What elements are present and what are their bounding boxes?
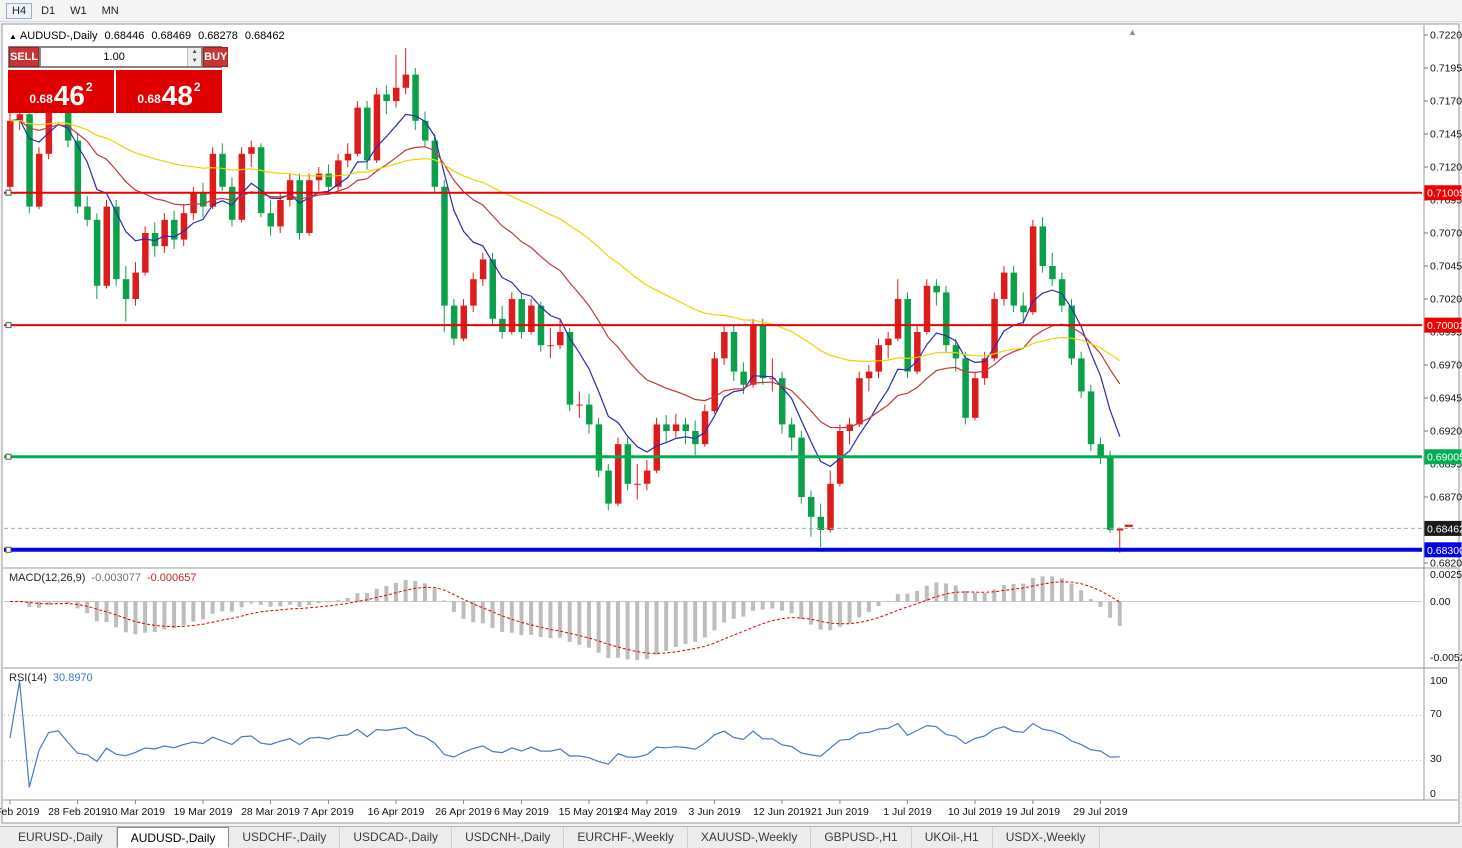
level-lines[interactable] [4, 189, 1422, 553]
volume-down-icon[interactable]: ▼ [188, 57, 202, 66]
svg-text:0: 0 [1430, 788, 1436, 800]
svg-text:0.00: 0.00 [1430, 596, 1451, 608]
chart-tab[interactable]: XAUUSD-,Weekly [688, 827, 812, 848]
sell-price-big: 46 [53, 80, 85, 111]
volume-stepper: ▲ ▼ [187, 48, 202, 66]
ohlc-close: 0.68462 [244, 30, 285, 42]
buy-price-box[interactable]: 0.68 48 2 [116, 70, 222, 113]
chart-tab[interactable]: EURCHF-,Weekly [564, 827, 688, 848]
chart-tab[interactable]: AUDUSD-,Daily [116, 827, 230, 848]
volume-input[interactable] [41, 48, 188, 66]
chart-tab[interactable]: EURUSD-,Daily [5, 827, 117, 848]
svg-text:1 Jul 2019: 1 Jul 2019 [883, 806, 932, 818]
buy-price-big: 48 [161, 80, 193, 111]
chart-tab-bar: EURUSD-,Daily AUDUSD-,Daily USDCHF-,Daily U… [0, 826, 1462, 848]
ohlc-high: 0.68469 [151, 30, 192, 42]
chart-frame [1, 23, 1460, 824]
macd-signal-value: -0.000657 [146, 572, 197, 584]
svg-text:0.70002: 0.70002 [1427, 320, 1462, 332]
scroll-to-end-icon[interactable]: ▲ [1128, 27, 1137, 37]
svg-text:30: 30 [1430, 753, 1442, 765]
buy-price-prefix: 0.68 [137, 92, 161, 106]
sell-price-prefix: 0.68 [29, 92, 53, 106]
sell-price-box[interactable]: 0.68 46 2 [8, 70, 114, 113]
chart-tab[interactable]: GBPUSD-,H1 [811, 827, 912, 848]
volume-up-icon[interactable]: ▲ [188, 48, 202, 57]
svg-text:0.68462: 0.68462 [1427, 523, 1462, 535]
sell-button[interactable]: SELL [9, 47, 40, 67]
svg-text:26 Apr 2019: 26 Apr 2019 [435, 806, 492, 818]
chart-tab[interactable]: USDCNH-,Daily [452, 827, 565, 848]
ohlc-low: 0.68278 [198, 30, 238, 42]
timeframe-button-w1[interactable]: W1 [70, 4, 87, 17]
svg-text:15 May 2019: 15 May 2019 [559, 806, 620, 818]
buy-price-sup: 2 [193, 80, 201, 94]
chart-tab[interactable]: USDCAD-,Daily [340, 827, 453, 848]
svg-text:0.69005: 0.69005 [1427, 452, 1462, 464]
rsi-panel: 100 70 30 0 [4, 675, 1448, 800]
svg-text:29 Jul 2019: 29 Jul 2019 [1073, 806, 1127, 818]
rsi-indicator-label: RSI(14) 30.8970 [9, 672, 93, 684]
macd-main-value: -0.003077 [91, 572, 141, 584]
svg-text:10 Jul 2019: 10 Jul 2019 [948, 806, 1002, 818]
svg-text:3 Jun 2019: 3 Jun 2019 [688, 806, 740, 818]
bid-ask-lines [4, 524, 1422, 529]
price-axis[interactable]: 0.722000.719500.717000.714500.712000.709… [1424, 30, 1462, 570]
buy-button[interactable]: BUY [203, 47, 229, 67]
svg-text:100: 100 [1430, 675, 1448, 687]
chart-tab[interactable]: USDCHF-,Daily [229, 827, 341, 848]
chart-tab[interactable]: UKOil-,H1 [912, 827, 993, 848]
svg-text:0.002522: 0.002522 [1430, 569, 1462, 581]
timeframe-button-mn[interactable]: MN [101, 4, 119, 17]
svg-text:10 Mar 2019: 10 Mar 2019 [106, 806, 165, 818]
timeframe-button-h4[interactable]: H4 [6, 2, 33, 19]
svg-text:21 Jun 2019: 21 Jun 2019 [811, 806, 869, 818]
symbol-title: AUDUSD-,Daily [19, 30, 98, 42]
macd-indicator-label: MACD(12,26,9) -0.003077 -0.000657 [9, 572, 197, 584]
svg-text:28 Mar 2019: 28 Mar 2019 [241, 806, 300, 818]
svg-text:28 Feb 2019: 28 Feb 2019 [48, 806, 107, 818]
svg-text:7 Apr 2019: 7 Apr 2019 [303, 806, 354, 818]
timeframe-button-d1[interactable]: D1 [41, 4, 56, 17]
svg-text:19 Feb 2019: 19 Feb 2019 [0, 806, 40, 818]
svg-text:19 Jul 2019: 19 Jul 2019 [1006, 806, 1060, 818]
ohlc-open: 0.68446 [104, 30, 145, 42]
rsi-name: RSI(14) [9, 672, 47, 684]
svg-text:70: 70 [1430, 708, 1442, 720]
chart-header: ▲ AUDUSD-,Daily 0.68446 0.68469 0.68278 0.684… [9, 30, 285, 42]
svg-text:24 May 2019: 24 May 2019 [617, 806, 678, 818]
window-marker-icon: ▲ [9, 32, 17, 41]
svg-text:0.71005: 0.71005 [1427, 188, 1462, 200]
moving-averages [9, 113, 1121, 468]
macd-panel: 0.002522 0.00 -0.005234 [4, 569, 1462, 664]
svg-text:6 May 2019: 6 May 2019 [494, 806, 549, 818]
svg-text:19 Mar 2019: 19 Mar 2019 [174, 806, 233, 818]
macd-name: MACD(12,26,9) [9, 572, 86, 584]
svg-text:16 Apr 2019: 16 Apr 2019 [368, 806, 425, 818]
svg-text:12 Jun 2019: 12 Jun 2019 [753, 806, 811, 818]
rsi-value: 30.8970 [52, 672, 93, 684]
svg-text:0.68300: 0.68300 [1427, 545, 1462, 557]
svg-text:-0.005234: -0.005234 [1430, 652, 1462, 664]
timeframe-toolbar: H4 D1 W1 MN [0, 0, 1462, 22]
sell-price-sup: 2 [85, 80, 93, 94]
chart-tab[interactable]: USDX-,Weekly [993, 827, 1100, 848]
